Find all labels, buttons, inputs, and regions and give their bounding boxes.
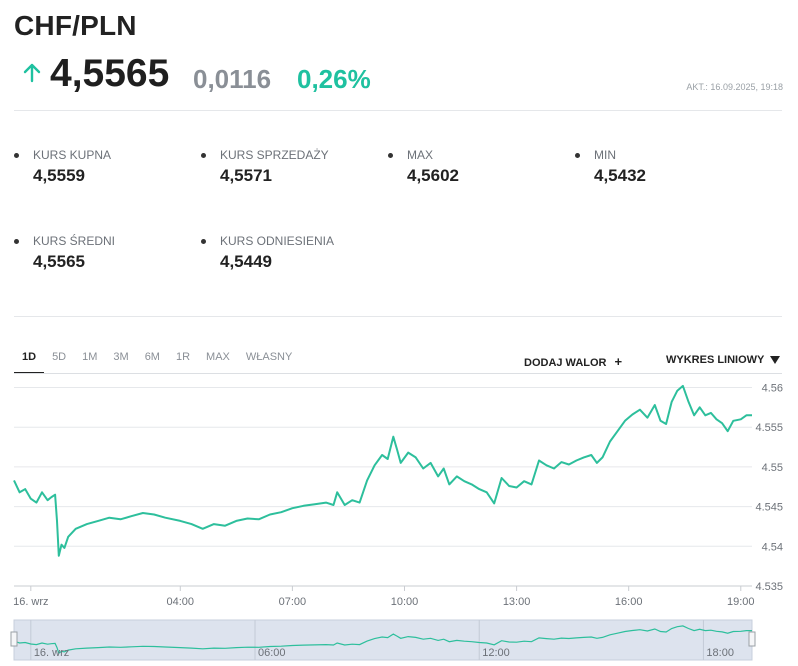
x-tick-label: 19:00: [727, 596, 755, 608]
chart-type-label: WYKRES LINIOWY: [666, 354, 765, 366]
stat-label: KURS ODNIESIENIA: [220, 234, 335, 248]
bullet-icon: [14, 239, 19, 244]
price-chart[interactable]: 4.535 4.54 4.545 4.55 4.555 4.56 16. wrz 04:00…: [0, 374, 798, 614]
y-tick-label: 4.56: [762, 382, 783, 394]
stat-value: 4,5602: [407, 166, 459, 185]
bullet-icon: [575, 153, 580, 158]
navigator-tick-label: 12:00: [482, 647, 510, 659]
x-tick-label: 16:00: [615, 596, 643, 608]
y-tick-label: 4.54: [762, 541, 783, 553]
add-asset-label: DODAJ WALOR: [524, 357, 607, 369]
tab-3m[interactable]: 3M: [113, 351, 129, 363]
tab-1d[interactable]: 1D: [14, 346, 45, 374]
y-tick-label: 4.545: [755, 502, 783, 514]
divider: [14, 110, 782, 111]
stat-value: 4,5571: [220, 166, 272, 185]
current-price: 4,5565: [50, 52, 170, 95]
divider: [14, 316, 782, 317]
navigator-window[interactable]: [13, 619, 753, 661]
y-tick-label: 4.535: [755, 581, 783, 593]
chart-navigator[interactable]: 16. wrz 06:00 12:00 18:00: [0, 618, 798, 664]
tab-1r[interactable]: 1R: [175, 351, 191, 363]
bullet-icon: [14, 153, 19, 158]
plus-icon: +: [614, 354, 623, 369]
price-change-percent: 0,26%: [297, 64, 371, 94]
x-tick-label: 07:00: [279, 596, 307, 608]
navigator-handle-right[interactable]: [748, 631, 756, 647]
x-tick-label: 04:00: [167, 596, 195, 608]
bullet-icon: [201, 239, 206, 244]
stat-label: KURS ŚREDNI: [33, 234, 116, 248]
last-updated: AKT.: 16.09.2025, 19:18: [686, 82, 783, 92]
navigator-tick-label: 16. wrz: [34, 647, 69, 659]
stat-label: KURS KUPNA: [33, 148, 112, 162]
price-change: 0,0116: [193, 64, 272, 94]
stat-value: 4,5565: [33, 252, 85, 271]
add-asset-button[interactable]: DODAJ WALOR +: [524, 354, 622, 369]
stat-value: 4,5559: [33, 166, 85, 185]
navigator-tick-label: 06:00: [258, 647, 286, 659]
stat-label: MIN: [594, 148, 616, 162]
tab-6m[interactable]: 6M: [144, 351, 160, 363]
y-tick-label: 4.55: [762, 462, 783, 474]
price-line-series: [13, 384, 752, 557]
triangle-down-icon: [770, 356, 781, 365]
x-tick-label: 13:00: [503, 596, 531, 608]
range-tabs: 1D 5D 1M 3M 6M 1R MAX WŁASNY: [14, 346, 300, 374]
chart-type-dropdown[interactable]: WYKRES LINIOWY: [666, 354, 781, 366]
toolbar-divider: [14, 373, 782, 374]
x-tick-label: 16. wrz: [13, 596, 48, 608]
bullet-icon: [201, 153, 206, 158]
pair-title: CHF/PLN: [14, 10, 137, 41]
tab-custom[interactable]: WŁASNY: [245, 351, 293, 363]
arrow-up-icon: [23, 63, 41, 83]
y-tick-label: 4.555: [755, 422, 783, 434]
tab-max[interactable]: MAX: [206, 351, 230, 363]
navigator-line-series: [13, 625, 752, 655]
navigator-tick-label: 18:00: [706, 647, 734, 659]
tab-1m[interactable]: 1M: [82, 351, 98, 363]
stat-label: KURS SPRZEDAŻY: [220, 148, 329, 162]
stat-value: 4,5432: [594, 166, 646, 185]
stat-value: 4,5449: [220, 252, 272, 271]
stat-label: MAX: [407, 148, 434, 162]
x-tick-label: 10:00: [391, 596, 419, 608]
navigator-handle-left[interactable]: [10, 631, 18, 647]
tab-5d[interactable]: 5D: [52, 351, 67, 363]
bullet-icon: [388, 153, 393, 158]
